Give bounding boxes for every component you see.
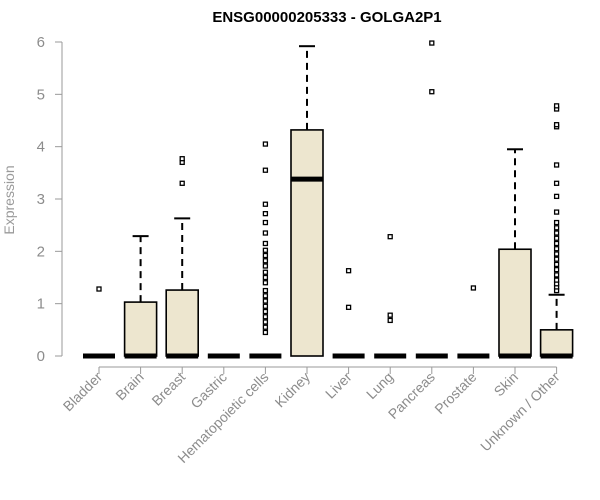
outlier-point <box>262 263 269 269</box>
outlier-point <box>262 308 269 315</box>
outlier-point <box>262 329 269 336</box>
x-tick-label: Prostate <box>431 369 479 417</box>
outlier-point <box>553 162 560 168</box>
outlier-point <box>553 235 560 241</box>
x-tick-label: Liver <box>322 369 355 402</box>
box-group <box>498 148 532 359</box>
outlier-point <box>553 219 560 226</box>
box-group <box>123 235 158 359</box>
outlier-point <box>553 180 560 186</box>
outlier-point <box>553 266 560 273</box>
box-group <box>83 286 115 359</box>
box-body <box>539 329 574 357</box>
outlier-point <box>387 312 393 318</box>
box-group <box>457 285 490 359</box>
box-body <box>123 301 158 357</box>
x-tick-label: Lung <box>363 369 396 402</box>
outlier-point <box>387 234 393 240</box>
outlier-point <box>179 156 185 162</box>
outlier-point <box>262 324 269 330</box>
box-group <box>374 234 407 359</box>
x-tick-label: Unknown / Other <box>477 369 563 455</box>
outlier-point <box>553 122 560 128</box>
box-group <box>165 156 199 359</box>
outlier-point <box>96 286 102 292</box>
outlier-point <box>262 167 269 173</box>
y-axis: 0 1 2 3 4 5 6 <box>37 34 63 365</box>
outlier-point <box>262 319 269 325</box>
outlier-point <box>262 141 269 147</box>
outlier-point <box>262 258 269 264</box>
outlier-point <box>262 293 269 299</box>
outlier-point <box>179 180 185 186</box>
x-tick-label: Breast <box>148 369 188 409</box>
y-tick-label: 4 <box>37 139 45 156</box>
y-axis-label: Expression <box>1 165 17 234</box>
box-group <box>539 103 574 359</box>
outlier-point <box>345 268 352 274</box>
outlier-point <box>262 230 269 236</box>
y-tick-label: 1 <box>37 296 45 313</box>
box-body <box>498 248 532 357</box>
outlier-point <box>262 247 269 253</box>
outlier-point <box>262 219 269 226</box>
outlier-point <box>262 280 269 286</box>
box-body <box>165 289 199 357</box>
y-tick-label: 0 <box>37 348 45 365</box>
outlier-point <box>553 272 560 278</box>
outlier-point <box>470 285 477 291</box>
outlier-point <box>262 298 269 304</box>
outlier-point <box>553 246 560 252</box>
outlier-point <box>553 230 560 236</box>
box-group <box>332 268 365 359</box>
outlier-point <box>262 201 269 207</box>
box-body <box>290 129 324 357</box>
y-tick-label: 6 <box>37 34 45 51</box>
x-tick-label: Skin <box>491 369 522 400</box>
outlier-point <box>553 261 560 268</box>
x-tick-label: Brain <box>112 369 146 403</box>
outlier-point <box>345 304 352 310</box>
outlier-point <box>262 240 269 247</box>
x-tick-label: Kidney <box>272 369 314 411</box>
outlier-point <box>387 317 393 324</box>
x-tick-label: Bladder <box>60 369 106 415</box>
outlier-point <box>553 209 560 215</box>
outlier-point <box>553 225 560 231</box>
outlier-point <box>553 103 560 109</box>
y-tick-label: 2 <box>37 243 45 260</box>
outlier-point <box>262 287 269 294</box>
outlier-point <box>429 40 435 46</box>
outlier-point <box>553 251 560 257</box>
outlier-point <box>553 240 560 247</box>
outlier-point <box>262 252 269 259</box>
box-group <box>415 40 448 359</box>
box-group <box>249 141 282 359</box>
outlier-point <box>553 277 560 283</box>
outlier-point <box>262 303 269 309</box>
y-tick-label: 3 <box>37 191 45 208</box>
outlier-point <box>553 256 560 262</box>
outlier-point <box>262 274 269 281</box>
outlier-point <box>429 89 435 95</box>
outlier-point <box>262 211 269 217</box>
box-group <box>290 45 324 357</box>
outlier-point <box>262 269 269 275</box>
boxes-layer <box>83 40 574 359</box>
chart-title: ENSG00000205333 - GOLGA2P1 <box>212 9 441 26</box>
outlier-point <box>262 314 269 320</box>
outlier-point <box>553 193 560 200</box>
y-tick-label: 5 <box>37 86 45 103</box>
